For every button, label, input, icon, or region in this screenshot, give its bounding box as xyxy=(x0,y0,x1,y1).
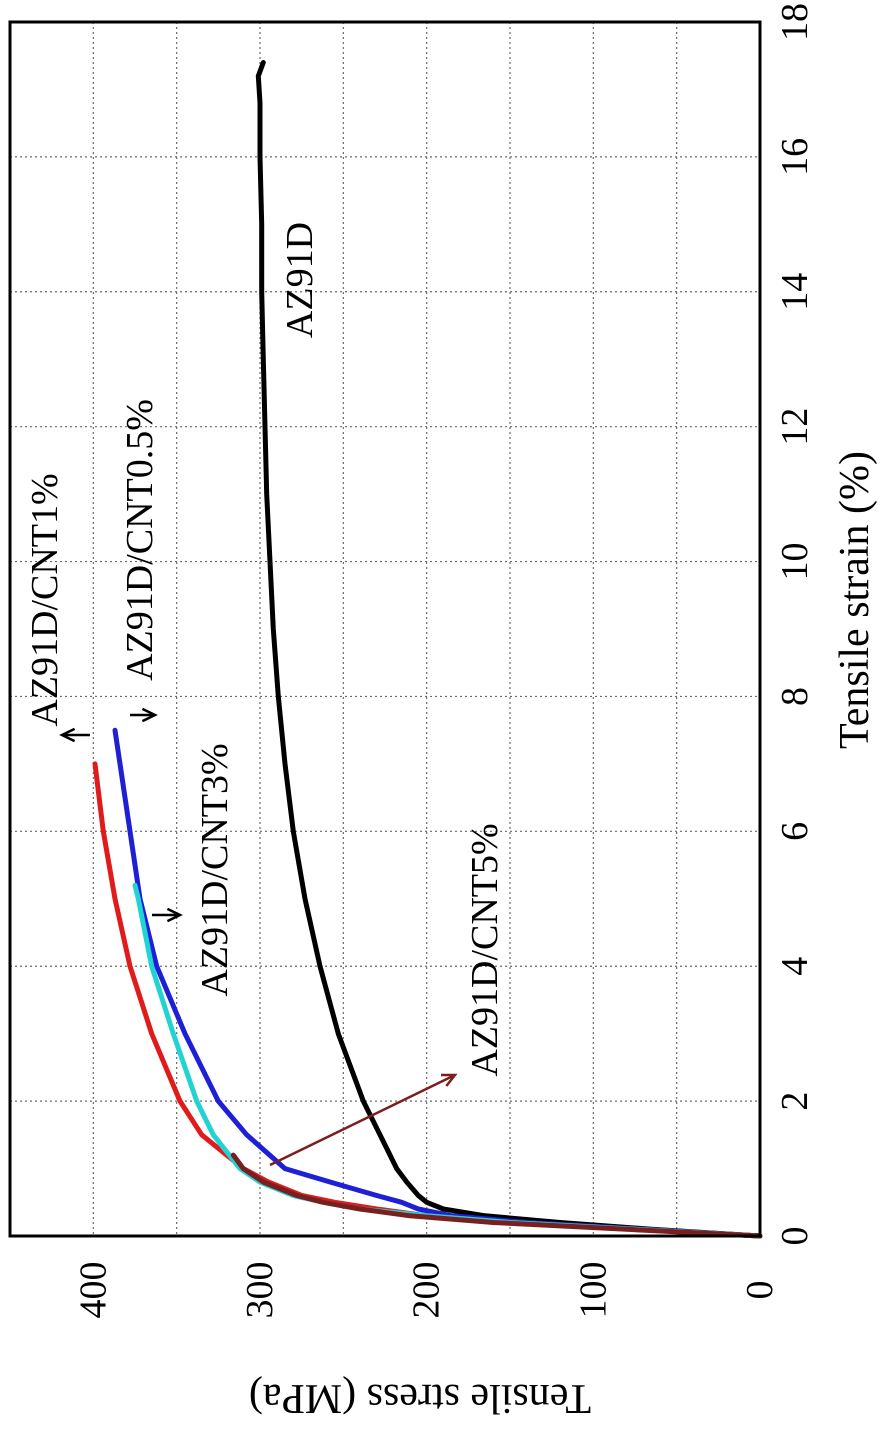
y-tick-label: 0 xyxy=(739,1281,781,1300)
annotation-arrows xyxy=(59,707,458,1167)
y-axis-title: Tensile stress (MPa) xyxy=(249,1375,591,1421)
y-tick-label: 300 xyxy=(239,1262,281,1319)
arrow-cnt05-head xyxy=(141,707,158,723)
annotation-cnt1: AZ91D/CNT1% xyxy=(24,473,66,726)
x-tick-label: 12 xyxy=(774,408,816,446)
series-line-0 xyxy=(255,60,763,1239)
x-tick-labels: 0 2 4 6 8 10 12 14 16 18 xyxy=(774,3,816,1246)
x-tick-label: 16 xyxy=(774,138,816,176)
x-tick-label: 14 xyxy=(774,273,816,311)
x-tick-label: 4 xyxy=(774,957,816,976)
annotation-cnt3: AZ91D/CNT3% xyxy=(194,743,236,996)
x-tick-label: 6 xyxy=(774,822,816,841)
x-tick-label: 18 xyxy=(774,3,816,41)
x-tick-label: 2 xyxy=(774,1092,816,1111)
annotation-az91d: AZ91D xyxy=(279,222,321,338)
x-tick-label: 8 xyxy=(774,687,816,706)
y-tick-label: 200 xyxy=(406,1262,448,1319)
arrow-cnt5-head xyxy=(440,1073,458,1087)
y-tick-label: 400 xyxy=(72,1262,114,1319)
plot-frame xyxy=(8,20,762,1238)
x-tick-label: 0 xyxy=(774,1227,816,1246)
series-line-4 xyxy=(230,1152,763,1239)
grid xyxy=(10,22,760,1236)
x-axis-title: Tensile strain (%) xyxy=(832,451,878,749)
annotation-cnt05: AZ91D/CNT0.5% xyxy=(119,399,161,681)
annotations: AZ91D AZ91D/CNT0.5% AZ91D/CNT1% AZ91D/CN… xyxy=(24,222,506,1077)
y-tick-labels: 0 100 200 300 400 xyxy=(72,1262,781,1319)
y-tick-label: 100 xyxy=(572,1262,614,1319)
annotation-cnt5: AZ91D/CNT5% xyxy=(464,823,506,1076)
series-group xyxy=(92,60,763,1239)
arrow-cnt1-head xyxy=(59,727,76,743)
arrow-cnt3-head xyxy=(166,907,183,923)
arrow-cnt5-shaft xyxy=(269,1073,456,1167)
x-tick-label: 10 xyxy=(774,543,816,581)
